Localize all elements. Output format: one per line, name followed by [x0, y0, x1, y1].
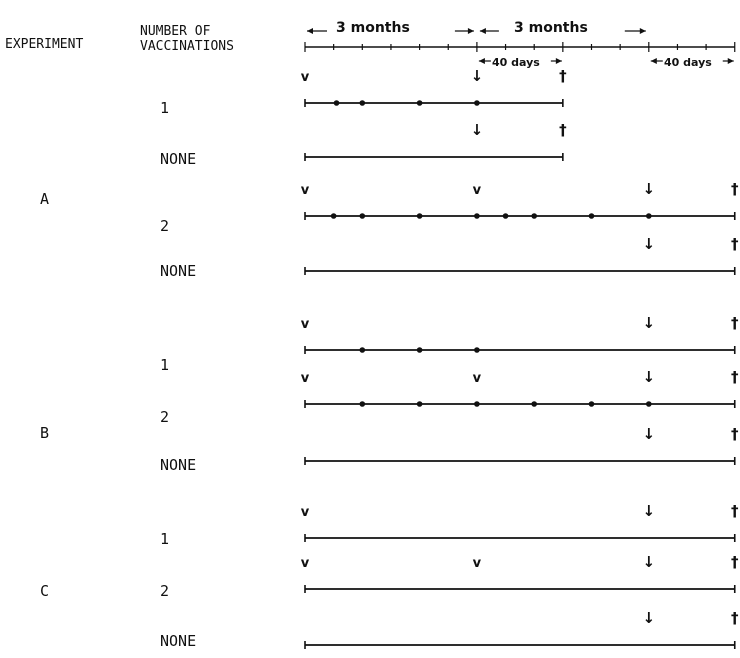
count-label: NONE: [160, 262, 197, 280]
test-dot: [359, 401, 366, 407]
test-dot: [416, 401, 423, 407]
vaccination-marker: v: [301, 70, 310, 85]
challenge-arrow-icon: ↓: [643, 425, 656, 443]
death-dagger-icon: †: [731, 368, 739, 386]
challenge-arrow-icon: ↓: [643, 235, 656, 253]
count-label: NONE: [160, 632, 197, 650]
test-dot: [474, 100, 480, 106]
death-dagger-icon: †: [731, 502, 739, 520]
interval-label-1: 40 days: [492, 56, 540, 69]
experiment-column-header: EXPERIMENT: [5, 37, 84, 52]
vaccination-marker: v: [301, 183, 310, 198]
count-label: 2: [160, 582, 170, 600]
death-dagger-icon: †: [731, 235, 739, 253]
death-dagger-icon: †: [731, 180, 739, 198]
challenge-arrow-icon: ↓: [643, 609, 656, 627]
test-dot: [646, 401, 652, 407]
experiment-label-c: C: [40, 582, 50, 600]
experiment-label-a: A: [40, 190, 50, 208]
span-arrow-head: [467, 28, 474, 34]
count-label: 1: [160, 530, 170, 548]
vaccination-marker: v: [301, 371, 310, 386]
vaccination-marker: v: [301, 317, 310, 332]
death-dagger-icon: †: [731, 609, 739, 627]
span-arrow-head: [307, 28, 313, 34]
interval-arrow-head: [478, 58, 485, 64]
test-dot: [359, 347, 366, 353]
challenge-arrow-icon: ↓: [471, 121, 484, 139]
test-dot: [416, 213, 423, 219]
vaccination-marker: v: [301, 505, 310, 520]
vaccination-marker: v: [473, 371, 482, 386]
count-label: NONE: [160, 150, 197, 168]
challenge-arrow-icon: ↓: [643, 180, 656, 198]
test-dot: [333, 100, 340, 106]
interval-arrow-head: [650, 58, 657, 64]
test-dot: [359, 100, 366, 106]
period-label-2: 3 months: [514, 20, 588, 36]
test-dot: [588, 401, 595, 407]
test-dot: [474, 401, 480, 407]
death-dagger-icon: †: [731, 314, 739, 332]
count-label: NONE: [160, 456, 197, 474]
challenge-arrow-icon: ↓: [643, 314, 656, 332]
interval-label-2: 40 days: [664, 56, 712, 69]
test-dot: [588, 213, 595, 219]
vaccination-marker: v: [473, 183, 482, 198]
test-dot: [531, 213, 537, 219]
death-dagger-icon: †: [731, 425, 739, 443]
test-dot: [474, 347, 480, 353]
test-dot: [416, 100, 423, 106]
test-dot: [531, 401, 537, 407]
interval-arrow-head: [555, 58, 562, 64]
test-dot: [330, 213, 337, 219]
vaccinations-column-header-line1: NUMBER OF: [140, 24, 211, 39]
count-label: 1: [160, 356, 170, 374]
vaccination-marker: v: [301, 556, 310, 571]
death-dagger-icon: †: [559, 67, 567, 85]
test-dot: [646, 213, 652, 219]
test-dot: [359, 213, 366, 219]
death-dagger-icon: †: [559, 121, 567, 139]
challenge-arrow-icon: ↓: [471, 67, 484, 85]
span-arrow-head: [639, 28, 646, 34]
challenge-arrow-icon: ↓: [643, 368, 656, 386]
death-dagger-icon: †: [731, 553, 739, 571]
count-label: 2: [160, 217, 170, 235]
span-arrow-head: [479, 28, 486, 34]
interval-arrow-head: [727, 58, 734, 64]
count-label: 2: [160, 408, 170, 426]
experiment-label-b: B: [40, 424, 50, 442]
vaccinations-column-header-line2: VACCINATIONS: [140, 39, 234, 54]
vaccination-marker: v: [473, 556, 482, 571]
test-dot: [416, 347, 423, 353]
period-label-1: 3 months: [336, 20, 410, 36]
challenge-arrow-icon: ↓: [643, 502, 656, 520]
count-label: 1: [160, 99, 170, 117]
test-dot: [474, 213, 480, 219]
challenge-arrow-icon: ↓: [643, 553, 656, 571]
test-dot: [502, 213, 509, 219]
